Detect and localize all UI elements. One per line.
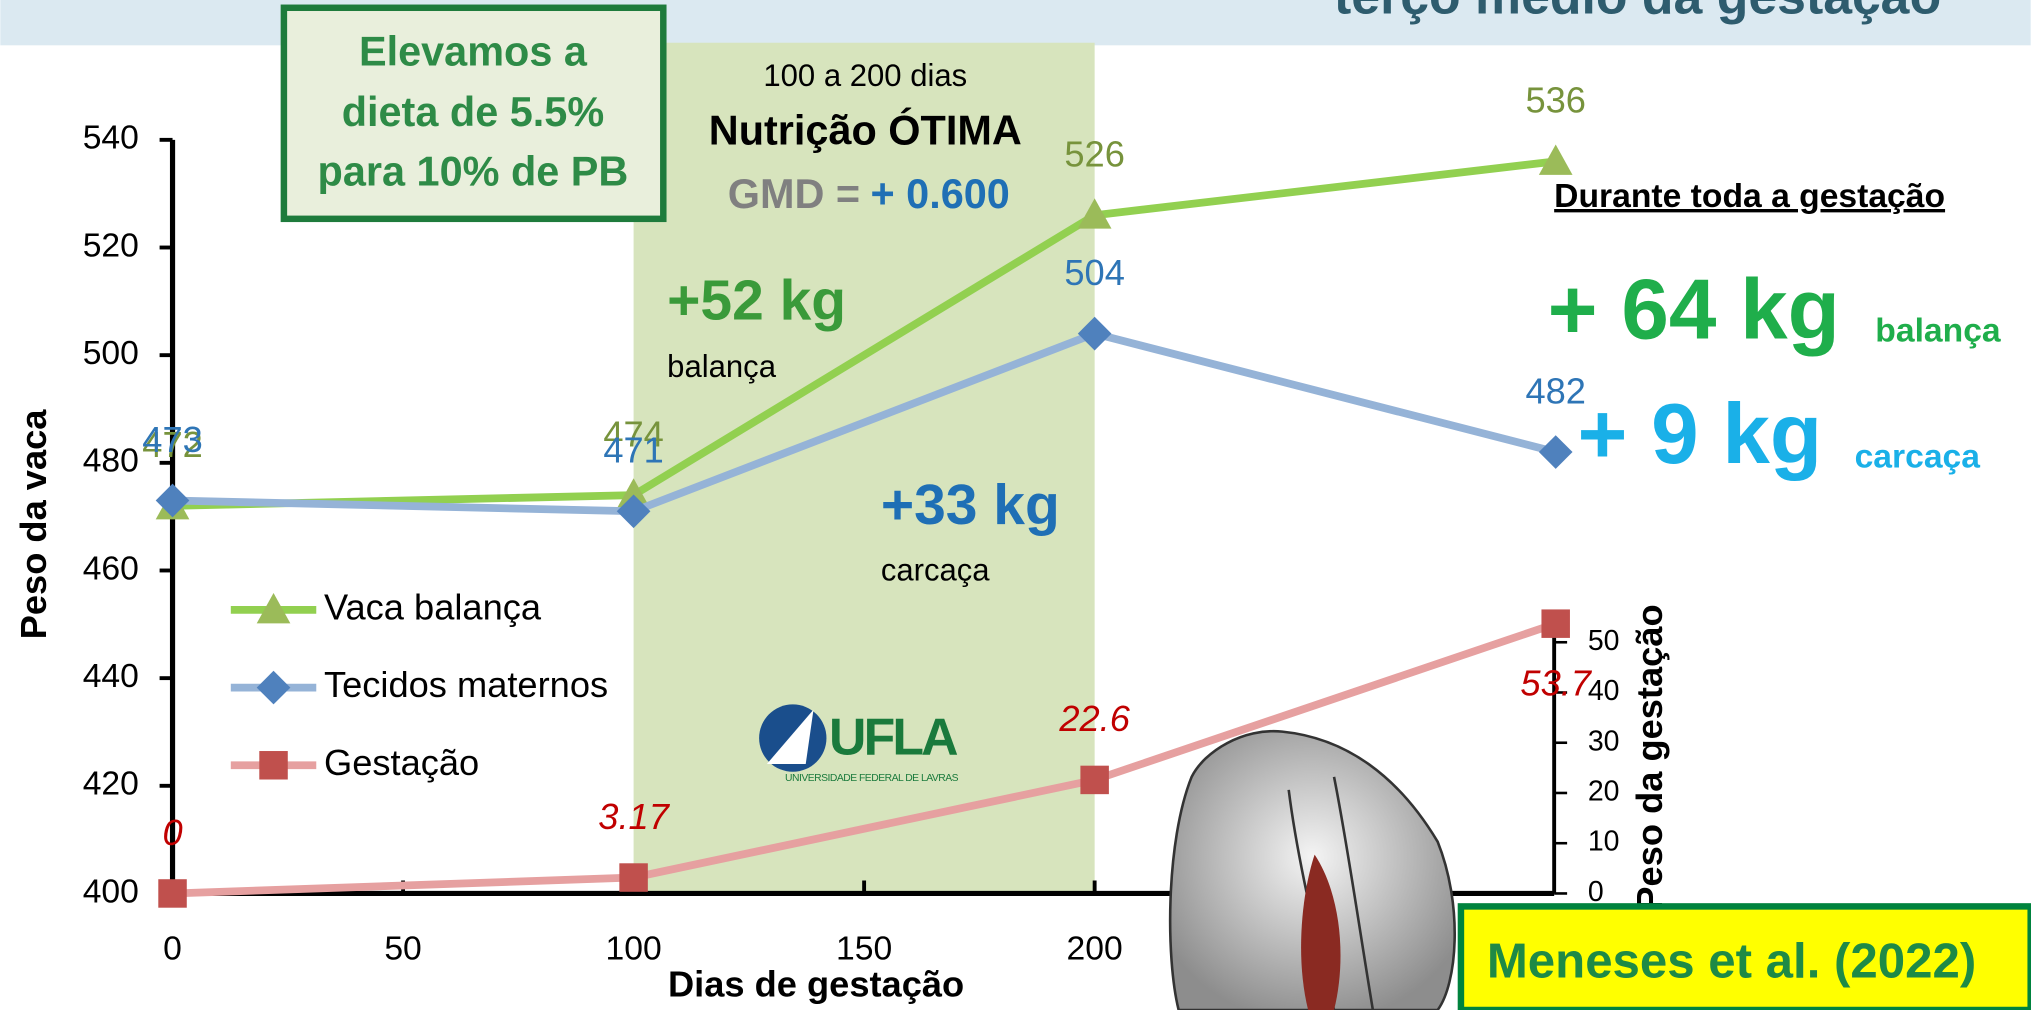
y-tick-label: 460: [83, 550, 139, 587]
gain-annotation: +52 kg: [667, 268, 846, 332]
x-tick-label: 200: [1067, 930, 1123, 967]
x-tick-label: 50: [384, 930, 421, 967]
legend-label: Tecidos maternos: [324, 664, 608, 705]
gmd-label: GMD =: [728, 170, 860, 217]
y2-tick-label: 30: [1588, 725, 1620, 757]
legend-marker: [256, 670, 291, 705]
marker: [155, 483, 190, 518]
shade-title: Nutrição ÓTIMA: [709, 106, 1022, 153]
data-label: 53.7: [1520, 662, 1592, 703]
y2-axis-label: Peso da gestação: [1629, 604, 1670, 910]
legend-label: Gestação: [324, 742, 479, 783]
shade-region: [633, 42, 1095, 894]
summary-heading: Durante toda a gestação: [1554, 178, 1945, 215]
y-tick-label: 400: [83, 873, 139, 910]
logo-name: UFLA: [829, 707, 958, 765]
y-tick-label: 520: [83, 227, 139, 264]
x-tick-label: 150: [836, 930, 892, 967]
marker: [1541, 609, 1570, 638]
data-label: 482: [1525, 370, 1585, 411]
data-label: 526: [1064, 134, 1124, 175]
y-tick-label: 440: [83, 658, 139, 695]
data-label: 3.17: [598, 796, 670, 837]
logo-subtitle: UNIVERSIDADE FEDERAL DE LAVRAS: [785, 773, 959, 784]
marker: [158, 879, 187, 908]
legend-marker: [256, 593, 291, 624]
y-axis-label: Peso da vaca: [13, 409, 54, 640]
summary-value: + 9 kg: [1577, 387, 1822, 482]
y-tick-label: 500: [83, 335, 139, 372]
cow-detail: [1301, 854, 1341, 1010]
data-label: 471: [603, 430, 663, 471]
marker: [1080, 765, 1109, 795]
y2-tick-label: 20: [1588, 775, 1620, 807]
gain-annotation: +33 kg: [881, 473, 1060, 537]
citation: Meneses et al. (2022): [1487, 934, 1976, 989]
marker: [616, 494, 651, 529]
data-label: 473: [142, 419, 202, 460]
gain-label: carcaça: [881, 553, 990, 588]
marker: [616, 478, 651, 509]
summary-label: balança: [1875, 313, 2001, 350]
summary-label: carcaça: [1855, 438, 1981, 475]
y2-tick-label: 0: [1588, 876, 1604, 908]
x-tick-label: 0: [163, 930, 182, 967]
cow-illustration: [1168, 729, 1456, 1010]
data-label: 536: [1525, 80, 1585, 121]
data-label: 504: [1064, 252, 1124, 293]
data-label: 472: [142, 424, 202, 465]
marker: [1538, 144, 1573, 175]
logo: UFLA UNIVERSIDADE FEDERAL DE LAVRAS: [759, 704, 959, 784]
series-line: [172, 329, 1557, 516]
series-line: [172, 619, 1557, 898]
y2-tick-label: 10: [1588, 826, 1620, 858]
note-line: para 10% de PB: [318, 148, 629, 195]
legend-label: Vaca balança: [324, 586, 542, 627]
legend-marker: [259, 751, 288, 780]
shade-period: 100 a 200 dias: [763, 58, 967, 93]
gmd-value: + 0.600: [870, 170, 1009, 217]
x-tick-label: 100: [606, 930, 662, 967]
y-tick-label: 540: [83, 120, 139, 157]
y-tick-label: 480: [83, 443, 139, 480]
y2-tick-label: 50: [1588, 625, 1620, 657]
series-line: [172, 157, 1557, 510]
marker: [1538, 435, 1573, 469]
logo-emblem-mark: [766, 709, 814, 764]
data-label: 0: [162, 812, 182, 853]
x-axis-label: Dias de gestação: [668, 963, 964, 1004]
note-line: dieta de 5.5%: [342, 88, 604, 135]
data-label: 474: [603, 413, 663, 454]
marker: [1077, 198, 1112, 229]
note-box: [280, 4, 667, 223]
y-tick-label: 420: [83, 766, 139, 803]
summary-value: + 64 kg: [1548, 263, 1840, 358]
note-line: Elevamos a: [359, 27, 588, 74]
data-label: 22.6: [1058, 698, 1130, 739]
marker: [619, 863, 648, 892]
slide-title: terço médio da gestação: [1334, 0, 1941, 25]
gain-label: balança: [667, 349, 777, 384]
y2-tick-label: 40: [1588, 675, 1620, 707]
